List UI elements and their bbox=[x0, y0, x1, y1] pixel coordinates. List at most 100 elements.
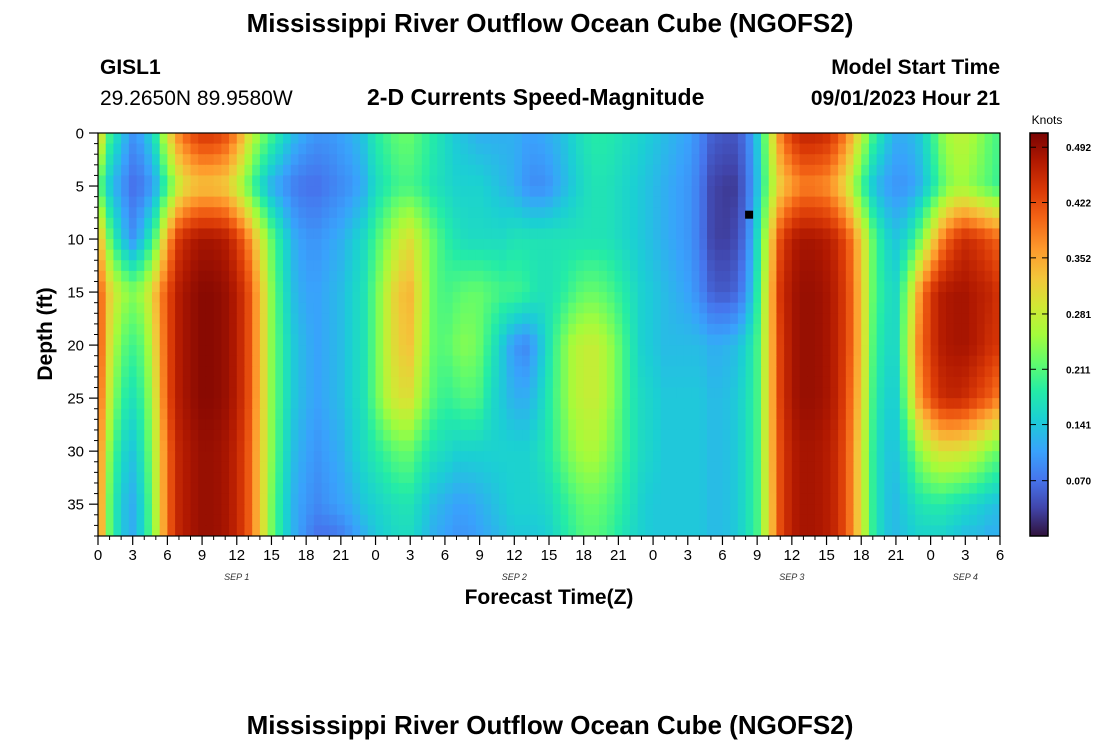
heatmap-cell bbox=[915, 217, 924, 230]
heatmap-cell bbox=[205, 260, 215, 272]
heatmap-cell bbox=[868, 175, 878, 187]
heatmap-cell bbox=[175, 270, 184, 283]
heatmap-cell bbox=[560, 493, 569, 505]
heatmap-cell bbox=[336, 313, 346, 325]
heatmap-cell bbox=[429, 228, 438, 240]
heatmap-cell bbox=[976, 133, 986, 145]
heatmap-cell bbox=[252, 313, 261, 325]
heatmap-cell bbox=[599, 154, 608, 166]
heatmap-cell bbox=[475, 514, 485, 526]
heatmap-cell bbox=[414, 472, 423, 484]
heatmap-cell bbox=[814, 345, 824, 357]
heatmap-cell bbox=[637, 133, 646, 145]
heatmap-cell bbox=[491, 440, 500, 452]
heatmap-cell bbox=[221, 525, 230, 536]
heatmap-cell bbox=[190, 302, 199, 314]
heatmap-cell bbox=[822, 451, 831, 463]
heatmap-cell bbox=[267, 334, 276, 346]
heatmap-cell bbox=[776, 398, 785, 410]
heatmap-cell bbox=[583, 334, 592, 346]
heatmap-cell bbox=[969, 472, 978, 484]
heatmap-cell bbox=[306, 355, 315, 367]
heatmap-cell bbox=[244, 398, 253, 410]
heatmap-cell bbox=[969, 281, 978, 293]
heatmap-cell bbox=[229, 514, 238, 526]
heatmap-cell bbox=[529, 164, 539, 177]
heatmap-cell bbox=[976, 154, 986, 166]
heatmap-cell bbox=[175, 323, 184, 336]
heatmap-cell bbox=[683, 228, 693, 240]
x-axis-label: Forecast Time(Z) bbox=[465, 586, 634, 609]
heatmap-cell bbox=[375, 408, 384, 420]
heatmap-cell bbox=[807, 345, 816, 357]
heatmap-cell bbox=[128, 461, 138, 473]
heatmap-cell bbox=[930, 461, 939, 473]
heatmap-cell bbox=[899, 186, 909, 198]
heatmap-cell bbox=[98, 387, 107, 399]
heatmap-cell bbox=[699, 514, 708, 526]
heatmap-cell bbox=[737, 281, 747, 293]
heatmap-cell bbox=[498, 196, 508, 208]
heatmap-cell bbox=[259, 482, 269, 495]
heatmap-cell bbox=[182, 249, 192, 261]
heatmap-cell bbox=[884, 408, 893, 420]
heatmap-cell bbox=[938, 249, 947, 261]
heatmap-cell bbox=[807, 260, 816, 272]
heatmap-cell bbox=[275, 461, 284, 473]
heatmap-cell bbox=[946, 207, 955, 219]
heatmap-cell bbox=[884, 451, 893, 463]
heatmap-cell bbox=[707, 260, 716, 272]
heatmap-cell bbox=[606, 525, 616, 536]
heatmap-cell bbox=[753, 175, 762, 187]
heatmap-cell bbox=[444, 302, 454, 314]
heatmap-cell bbox=[737, 345, 747, 357]
heatmap-cell bbox=[599, 504, 608, 516]
heatmap-cell bbox=[976, 270, 986, 283]
heatmap-cell bbox=[398, 525, 407, 536]
heatmap-cell bbox=[707, 440, 716, 452]
heatmap-cell bbox=[814, 398, 824, 410]
x-tick-label: 15 bbox=[541, 547, 558, 564]
heatmap-cell bbox=[714, 196, 724, 208]
heatmap-cell bbox=[838, 376, 847, 389]
heatmap-cell bbox=[992, 175, 1000, 187]
heatmap-cell bbox=[853, 408, 862, 420]
heatmap-cell bbox=[159, 387, 168, 399]
heatmap-cell bbox=[622, 472, 631, 484]
heatmap-cell bbox=[814, 323, 824, 336]
heatmap-cell bbox=[375, 228, 384, 240]
heatmap-cell bbox=[537, 239, 546, 251]
heatmap-cell bbox=[113, 175, 122, 187]
heatmap-cell bbox=[861, 345, 870, 357]
heatmap-cell bbox=[984, 472, 993, 484]
heatmap-cell bbox=[522, 472, 531, 484]
heatmap-cell bbox=[136, 281, 145, 293]
heatmap-cell bbox=[205, 504, 215, 516]
heatmap-cell bbox=[151, 345, 161, 357]
heatmap-cell bbox=[961, 217, 970, 230]
heatmap-cell bbox=[468, 164, 477, 177]
heatmap-cell bbox=[884, 387, 893, 399]
heatmap-cell bbox=[691, 419, 700, 431]
heatmap-cell bbox=[969, 249, 978, 261]
heatmap-cell bbox=[591, 504, 600, 516]
heatmap-cell bbox=[452, 387, 461, 399]
heatmap-cell bbox=[383, 143, 392, 155]
heatmap-cell bbox=[606, 292, 616, 304]
heatmap-cell bbox=[861, 164, 870, 177]
heatmap-cell bbox=[198, 207, 207, 219]
heatmap-cell bbox=[167, 239, 176, 251]
heatmap-cell bbox=[136, 493, 145, 505]
heatmap-cell bbox=[699, 270, 708, 283]
heatmap-cell bbox=[344, 323, 354, 336]
heatmap-cell bbox=[383, 175, 392, 187]
heatmap-cell bbox=[121, 451, 130, 463]
heatmap-cell bbox=[668, 525, 677, 536]
heatmap-cell bbox=[352, 292, 361, 304]
heatmap-cell bbox=[683, 154, 693, 166]
heatmap-cell bbox=[360, 366, 369, 378]
heatmap-cell bbox=[776, 313, 785, 325]
heatmap-cell bbox=[683, 217, 693, 230]
heatmap-cell bbox=[259, 451, 269, 463]
heatmap-cell bbox=[452, 302, 461, 314]
